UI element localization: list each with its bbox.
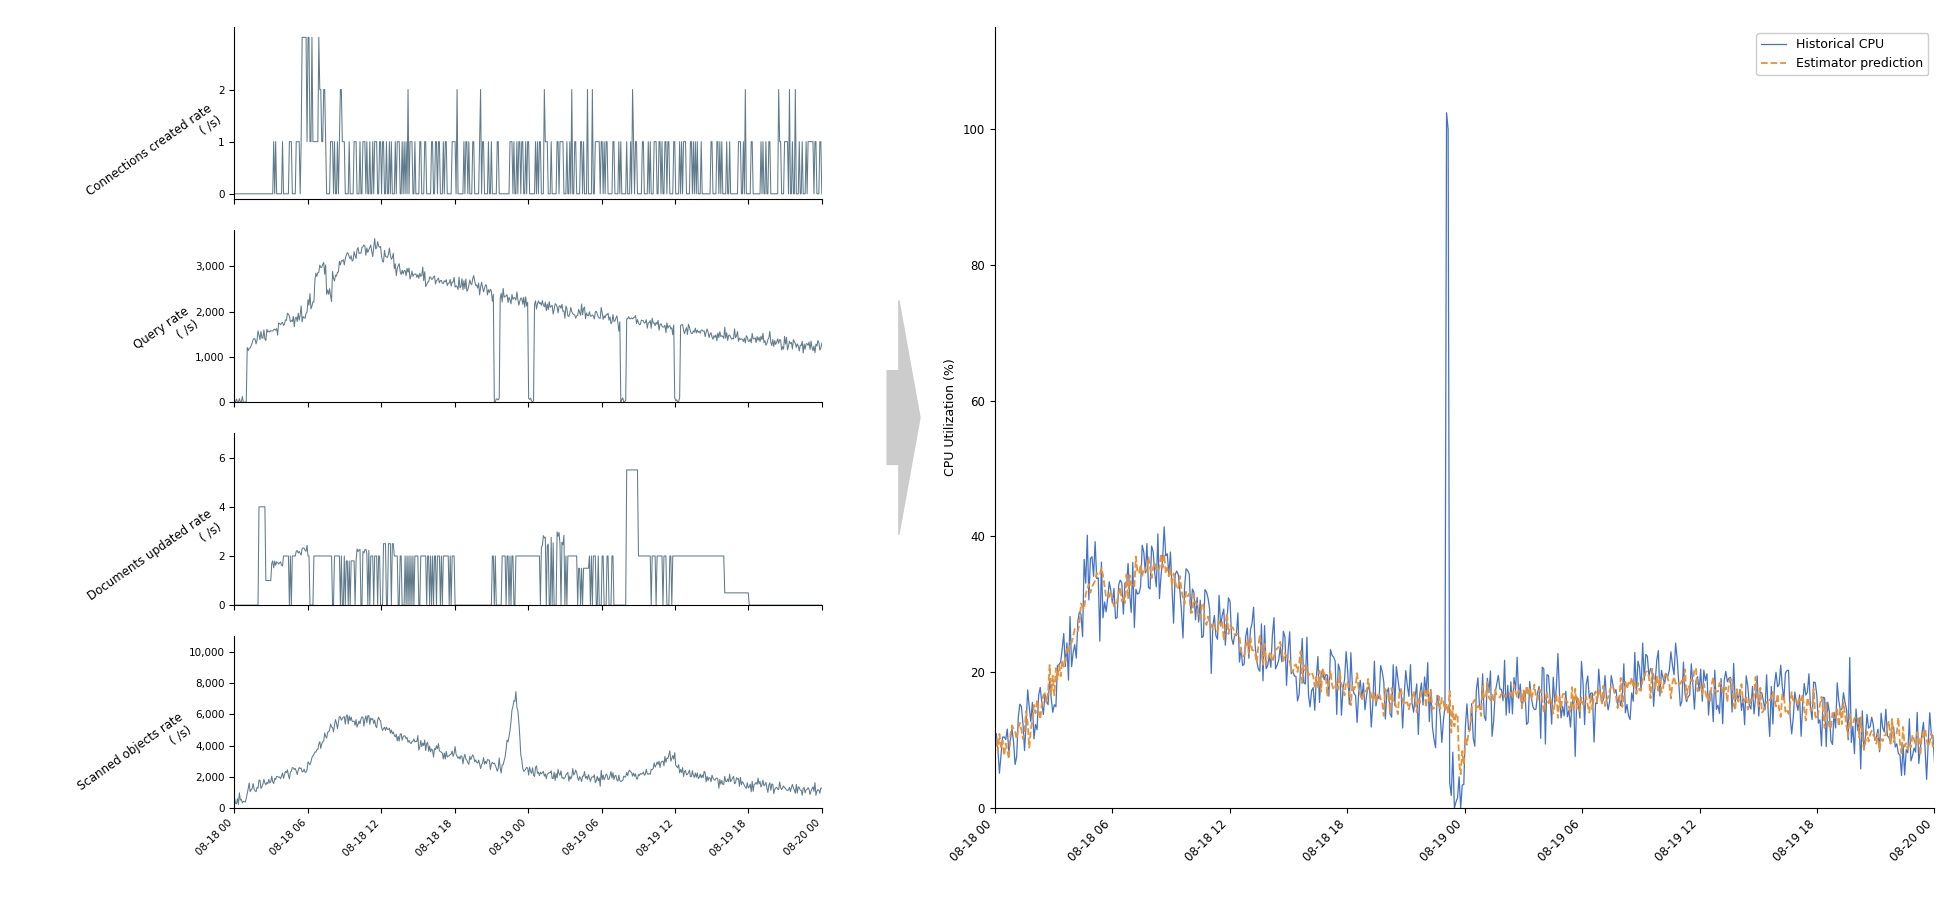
- Historical CPU: [1540, 718, 1563, 729]
- Estimator prediction: [1923, 738, 1946, 749]
- Estimator prediction: [1450, 769, 1473, 779]
- Y-axis label: Query rate
( /s): Query rate ( /s): [133, 304, 201, 365]
- Estimator prediction: [983, 744, 1006, 755]
- Estimator prediction: [1227, 629, 1251, 639]
- Line: Historical CPU: Historical CPU: [995, 112, 1934, 808]
- Line: Estimator prediction: Estimator prediction: [995, 554, 1934, 774]
- Historical CPU: [1409, 688, 1432, 699]
- Historical CPU: [1434, 107, 1458, 118]
- Estimator prediction: [1149, 549, 1172, 559]
- Estimator prediction: [1409, 684, 1432, 695]
- Historical CPU: [1614, 708, 1637, 718]
- Y-axis label: Documents updated rate
( /s): Documents updated rate ( /s): [86, 507, 223, 616]
- Historical CPU: [1694, 675, 1718, 686]
- Historical CPU: [1225, 630, 1249, 641]
- Y-axis label: Scanned objects rate
( /s): Scanned objects rate ( /s): [76, 710, 193, 806]
- Y-axis label: CPU Utilization (%): CPU Utilization (%): [944, 358, 957, 477]
- Estimator prediction: [1614, 676, 1637, 687]
- Estimator prediction: [1151, 562, 1174, 573]
- Historical CPU: [983, 734, 1006, 744]
- Estimator prediction: [1694, 686, 1718, 697]
- Historical CPU: [1923, 756, 1946, 767]
- FancyArrow shape: [887, 301, 920, 535]
- Historical CPU: [1442, 803, 1466, 814]
- Y-axis label: Connections created rate
( /s): Connections created rate ( /s): [84, 101, 223, 210]
- Historical CPU: [1149, 570, 1172, 581]
- Estimator prediction: [1540, 698, 1563, 709]
- Legend: Historical CPU, Estimator prediction: Historical CPU, Estimator prediction: [1757, 33, 1929, 75]
